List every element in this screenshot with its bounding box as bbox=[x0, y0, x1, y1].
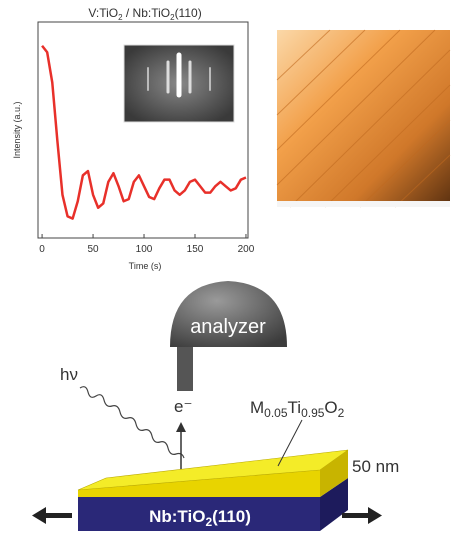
electron-label: e⁻ bbox=[174, 397, 192, 416]
analyzer-label: analyzer bbox=[190, 316, 266, 338]
substrate-label: Nb:TiO2(110) bbox=[149, 507, 251, 529]
film-label: M0.05Ti0.95O2 bbox=[250, 398, 345, 420]
thickness-label: 50 nm bbox=[352, 457, 399, 476]
x-axis-label: Time (s) bbox=[129, 261, 162, 271]
analyzer-stem bbox=[177, 343, 193, 391]
x-tick-label: 100 bbox=[136, 244, 153, 255]
x-tick-label: 0 bbox=[39, 244, 45, 255]
afm-scale bbox=[277, 201, 450, 207]
electron-arrowhead bbox=[176, 422, 186, 432]
x-tick-label: 200 bbox=[238, 244, 255, 255]
photon-wave bbox=[80, 387, 184, 458]
y-axis-label: Intensity (a.u.) bbox=[12, 101, 22, 158]
x-tick-label: 50 bbox=[87, 244, 99, 255]
photon-label: hν bbox=[60, 365, 78, 384]
figure: V:TiO2 / Nb:TiO2(110) 0 50 100 150 200 Time … bbox=[0, 0, 452, 533]
chart-title: V:TiO2 / Nb:TiO2(110) bbox=[88, 6, 201, 22]
x-tick-label: 150 bbox=[187, 244, 204, 255]
afm-image bbox=[277, 30, 450, 207]
